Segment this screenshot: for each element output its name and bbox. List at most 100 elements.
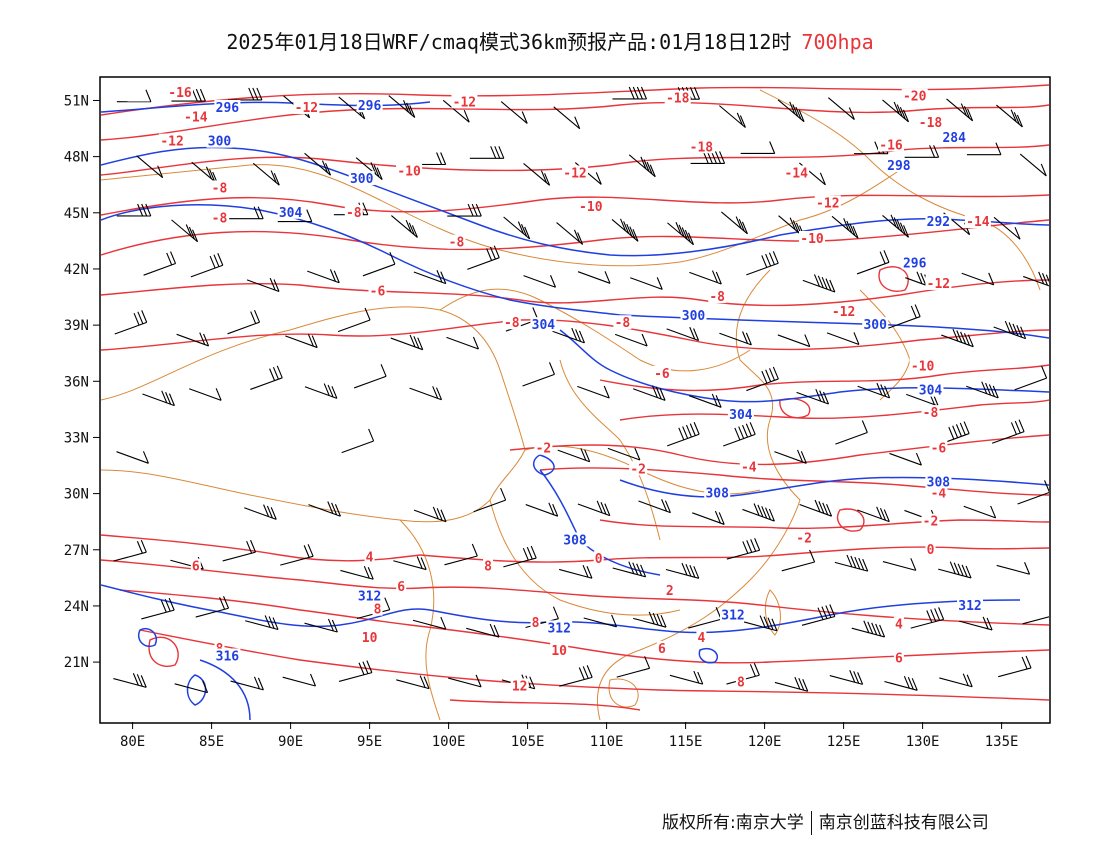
footer-separator xyxy=(810,811,812,835)
wind-barb-feather xyxy=(761,370,768,384)
isotherm-closed xyxy=(878,266,909,292)
wind-barb-staff xyxy=(829,675,863,685)
wind-barb-feather xyxy=(333,270,340,283)
wind-barb-staff xyxy=(250,377,283,390)
wind-barb-feather xyxy=(530,545,537,559)
wind-barb-feather xyxy=(761,506,768,519)
wind-barb-feather xyxy=(675,222,682,235)
wind-barb-staff xyxy=(141,609,175,620)
wind-barb-feather xyxy=(634,447,641,461)
wind-barb-feather xyxy=(526,546,533,560)
wind-barb-staff xyxy=(190,264,223,278)
temperature-label-bg xyxy=(929,485,948,500)
wind-barb-feather xyxy=(423,676,430,689)
wind-barb-feather xyxy=(524,226,531,240)
wind-barb-staff xyxy=(667,433,700,447)
temperature-label-bg xyxy=(483,558,494,573)
wind-barb-feather xyxy=(436,508,443,521)
wind-barb-feather xyxy=(961,564,968,578)
x-tick-label: 130E xyxy=(906,734,940,750)
temperature-label: -6 xyxy=(931,442,947,457)
temperature-label-bg xyxy=(656,640,667,655)
isotherm xyxy=(101,559,1049,626)
wind-barb-staff xyxy=(500,101,528,124)
y-tick-label: 21N xyxy=(64,655,89,671)
wind-barb-feather xyxy=(655,386,662,400)
wind-barb-feather xyxy=(522,547,529,561)
wind-barb-staff xyxy=(282,676,316,687)
height-label-bg xyxy=(925,474,952,489)
wind-barb-staff xyxy=(338,96,366,120)
isotherm-closed xyxy=(779,398,811,419)
temperature-label: -8 xyxy=(615,316,631,331)
wind-barb-feather xyxy=(769,141,776,154)
isotherm xyxy=(599,364,1049,392)
wind-barb-feather xyxy=(798,677,805,691)
wind-barb-staff xyxy=(688,618,722,629)
wind-barb-feather xyxy=(754,538,761,551)
wind-barb-feather xyxy=(406,102,413,116)
wind-barb-staff xyxy=(959,620,993,631)
wind-barb-staff xyxy=(633,617,667,628)
isohypse xyxy=(138,628,157,647)
wind-barb-feather xyxy=(682,426,689,439)
wind-barb-feather xyxy=(1018,419,1025,432)
wind-barb-feather xyxy=(875,623,882,637)
wind-barb-staff xyxy=(946,98,973,122)
isotherm xyxy=(509,434,1049,466)
wind-barb-feather xyxy=(140,539,147,553)
wind-barb-feather xyxy=(380,364,387,377)
wind-barb-feather xyxy=(202,680,209,693)
wind-barb-feather xyxy=(436,270,443,283)
wind-barb-feather xyxy=(739,115,746,128)
wind-barb-feather xyxy=(853,332,860,345)
wind-barb-feather xyxy=(862,558,869,572)
wind-barb-feather xyxy=(580,448,587,461)
wind-barb-feather xyxy=(706,151,713,164)
wind-barb-feather xyxy=(938,607,945,620)
wind-barb-staff xyxy=(689,271,722,285)
wind-barb-staff xyxy=(607,447,641,461)
wind-barb-feather xyxy=(651,385,658,398)
wind-barb-feather xyxy=(548,502,555,515)
temperature-label-bg xyxy=(396,163,423,178)
wind-barb-feather xyxy=(620,218,627,232)
temperature-label-bg xyxy=(368,283,387,298)
wind-barb-staff xyxy=(1014,377,1047,391)
wind-barb-feather xyxy=(902,109,910,123)
wind-barb-feather xyxy=(573,229,580,243)
wind-barb-staff xyxy=(831,215,859,239)
wind-barb-staff xyxy=(285,335,318,349)
wind-barb-feather xyxy=(640,86,647,100)
wind-barb-feather xyxy=(471,203,478,217)
wind-barb-staff xyxy=(666,328,699,342)
wind-barb-feather xyxy=(571,327,578,341)
wind-barb-feather xyxy=(772,366,779,380)
temperature-label: 4 xyxy=(895,618,903,633)
x-tick-label: 135E xyxy=(985,734,1019,750)
y-tick-label: 33N xyxy=(64,430,89,446)
wind-barb-feather xyxy=(641,333,648,347)
wind-barb-feather xyxy=(325,162,332,176)
x-tick-label: 105E xyxy=(511,734,545,750)
y-tick-label: 45N xyxy=(64,206,89,222)
wind-barb-feather xyxy=(1004,320,1011,334)
wind-barb-feather xyxy=(140,675,147,688)
wind-barb-staff xyxy=(503,216,530,240)
wind-barb-staff xyxy=(857,509,890,523)
wind-barb-feather xyxy=(769,368,776,381)
wind-barb-staff xyxy=(308,504,341,517)
height-label: 308 xyxy=(705,487,729,502)
wind-barb-feather xyxy=(893,217,900,230)
temperature-label: 8 xyxy=(737,676,745,691)
wind-barb-feather xyxy=(789,217,796,230)
wind-barb-feather xyxy=(370,162,377,175)
wind-barb-feather xyxy=(697,671,704,685)
height-label-bg xyxy=(704,485,731,500)
wind-barb-staff xyxy=(558,568,593,579)
wind-barb-staff xyxy=(961,272,994,286)
wind-barb-feather xyxy=(257,206,264,219)
wind-barb-feather xyxy=(552,606,559,619)
wind-barb-feather xyxy=(759,615,766,628)
wind-barb-feather xyxy=(168,597,175,611)
